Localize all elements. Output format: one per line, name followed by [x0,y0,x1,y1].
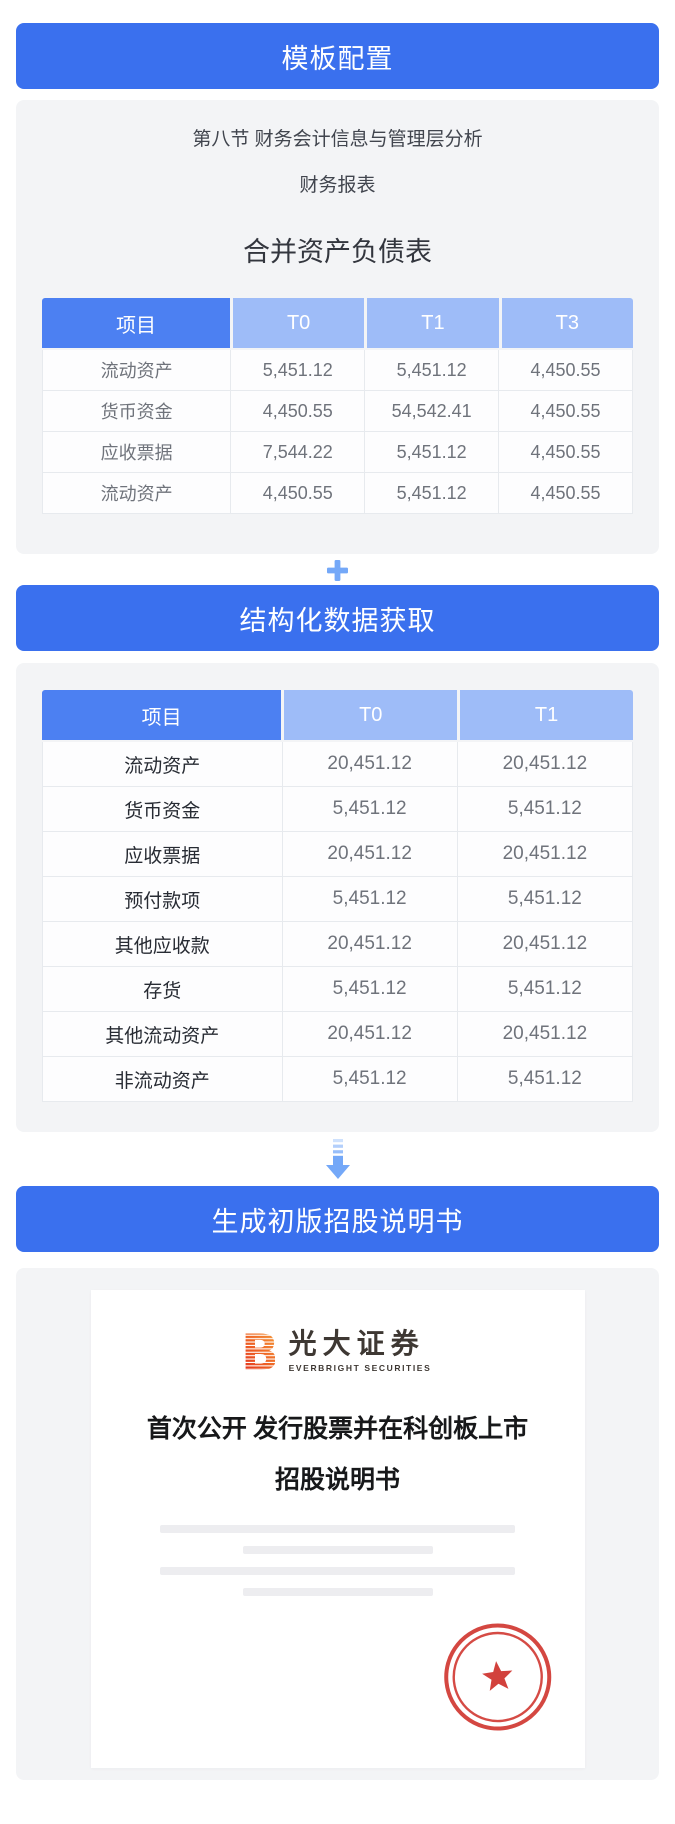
prospectus-title-line1: 首次公开 发行股票并在科创板上市 [146,1416,529,1443]
table-body: 流动资产 5,451.12 5,451.12 4,450.55 货币资金 4,450.55… [42,350,633,514]
row-label: 预付款项 [43,877,282,921]
row-label: 流动资产 [43,473,231,513]
seal-icon [443,1623,551,1731]
step-banner-template-config: 模板配置 [16,23,659,89]
cell-value: 5,451.12 [457,967,632,1011]
column-header: T0 [232,298,365,348]
column-header: 项目 [42,298,230,348]
cell-value: 20,451.12 [282,832,457,876]
cell-value: 20,451.12 [457,832,632,876]
cell-value: 20,451.12 [282,1012,457,1056]
everbright-logo-icon: B [244,1329,275,1373]
svg-text:B: B [244,1329,275,1373]
cell-value: 5,451.12 [231,350,365,390]
step-banner-label: 模板配置 [281,43,394,74]
cell-value: 4,450.55 [499,473,632,513]
row-label: 非流动资产 [43,1057,282,1101]
step-banner-generate-prospectus: 生成初版招股说明书 [16,1186,659,1252]
cell-value: 20,451.12 [457,922,632,966]
cell-value: 20,451.12 [282,742,457,786]
cell-value: 5,451.12 [282,787,457,831]
row-label: 货币资金 [43,787,282,831]
placeholder-line [160,1525,515,1533]
cell-value: 5,451.12 [282,877,457,921]
star-icon [481,1661,512,1691]
plus-connector [16,554,659,585]
cell-value: 4,450.55 [499,391,632,431]
row-label: 货币资金 [43,391,231,431]
row-label: 存货 [43,967,282,1011]
placeholder-text-block [91,1525,585,1596]
cell-value: 4,450.55 [231,473,365,513]
chapter-title: 第八节 财务会计信息与管理层分析 [192,129,483,150]
chapter-subtitle: 财务报表 [299,175,376,196]
placeholder-line [160,1567,515,1575]
cell-value: 5,451.12 [457,787,632,831]
step-banner-structured-data: 结构化数据获取 [16,585,659,651]
cell-value: 5,451.12 [365,350,499,390]
cell-value: 5,451.12 [365,473,499,513]
placeholder-line [242,1546,433,1554]
company-seal-stamp [437,1617,558,1743]
plus-icon [327,560,348,581]
cell-value: 20,451.12 [457,1012,632,1056]
column-header: T1 [367,298,499,348]
column-header: 项目 [42,690,282,740]
row-label: 流动资产 [43,742,282,786]
table-header-row: 项目 T0 T1 T3 [42,298,633,348]
cell-value: 20,451.12 [457,742,632,786]
arrow-connector [16,1132,659,1186]
row-label: 流动资产 [43,350,231,390]
column-header: T3 [501,298,633,348]
brand-subtitle: EVERBRIGHT SECURITIES [288,1362,432,1373]
cell-value: 4,450.55 [499,432,632,472]
row-label: 其他应收款 [43,922,282,966]
prospectus-document: B 光大证券 EVERBRIGHT SECURITIES 首次公开 发行股票并在… [90,1290,585,1768]
cell-value: 54,542.41 [365,391,499,431]
column-header: T1 [460,690,633,740]
row-label: 其他流动资产 [43,1012,282,1056]
table-header-row: 项目 T0 T1 [42,690,633,740]
balance-sheet-table: 项目 T0 T1 T3 流动资产 5,451.12 5,451.12 4,450.55 货币资… [42,298,633,514]
prospectus-card: B 光大证券 EVERBRIGHT SECURITIES 首次公开 发行股票并在… [16,1268,659,1780]
placeholder-line [242,1588,433,1596]
row-label: 应收票据 [43,432,231,472]
cell-value: 5,451.12 [282,1057,457,1101]
template-config-card: 第八节 财务会计信息与管理层分析 财务报表 合并资产负债表 项目 T0 T1 T3 流… [16,100,659,554]
brand-text: 光大证券 EVERBRIGHT SECURITIES [288,1328,432,1373]
column-header: T0 [284,690,458,740]
cell-value: 7,544.22 [231,432,365,472]
cell-value: 5,451.12 [457,877,632,921]
table-body: 流动资产 20,451.12 20,451.12 货币资金 5,451.12 5,451.… [42,742,633,1102]
step-banner-label: 结构化数据获取 [239,605,436,636]
cell-value: 4,450.55 [231,391,365,431]
prospectus-title-line2: 招股说明书 [274,1467,400,1494]
balance-sheet-title: 合并资产负债表 [243,237,432,267]
brand-name: 光大证券 [288,1328,425,1360]
cell-value: 4,450.55 [499,350,632,390]
cell-value: 20,451.12 [282,922,457,966]
brand-row: B 光大证券 EVERBRIGHT SECURITIES [91,1290,585,1373]
structured-data-card: 项目 T0 T1 流动资产 20,451.12 20,451.12 货币资金 5,451.1… [16,663,659,1132]
structured-data-table: 项目 T0 T1 流动资产 20,451.12 20,451.12 货币资金 5,451.1… [42,690,633,1102]
cell-value: 5,451.12 [282,967,457,1011]
cell-value: 5,451.12 [365,432,499,472]
cell-value: 5,451.12 [457,1057,632,1101]
row-label: 应收票据 [43,832,282,876]
step-banner-label: 生成初版招股说明书 [211,1206,464,1237]
arrow-down-icon [325,1139,350,1179]
